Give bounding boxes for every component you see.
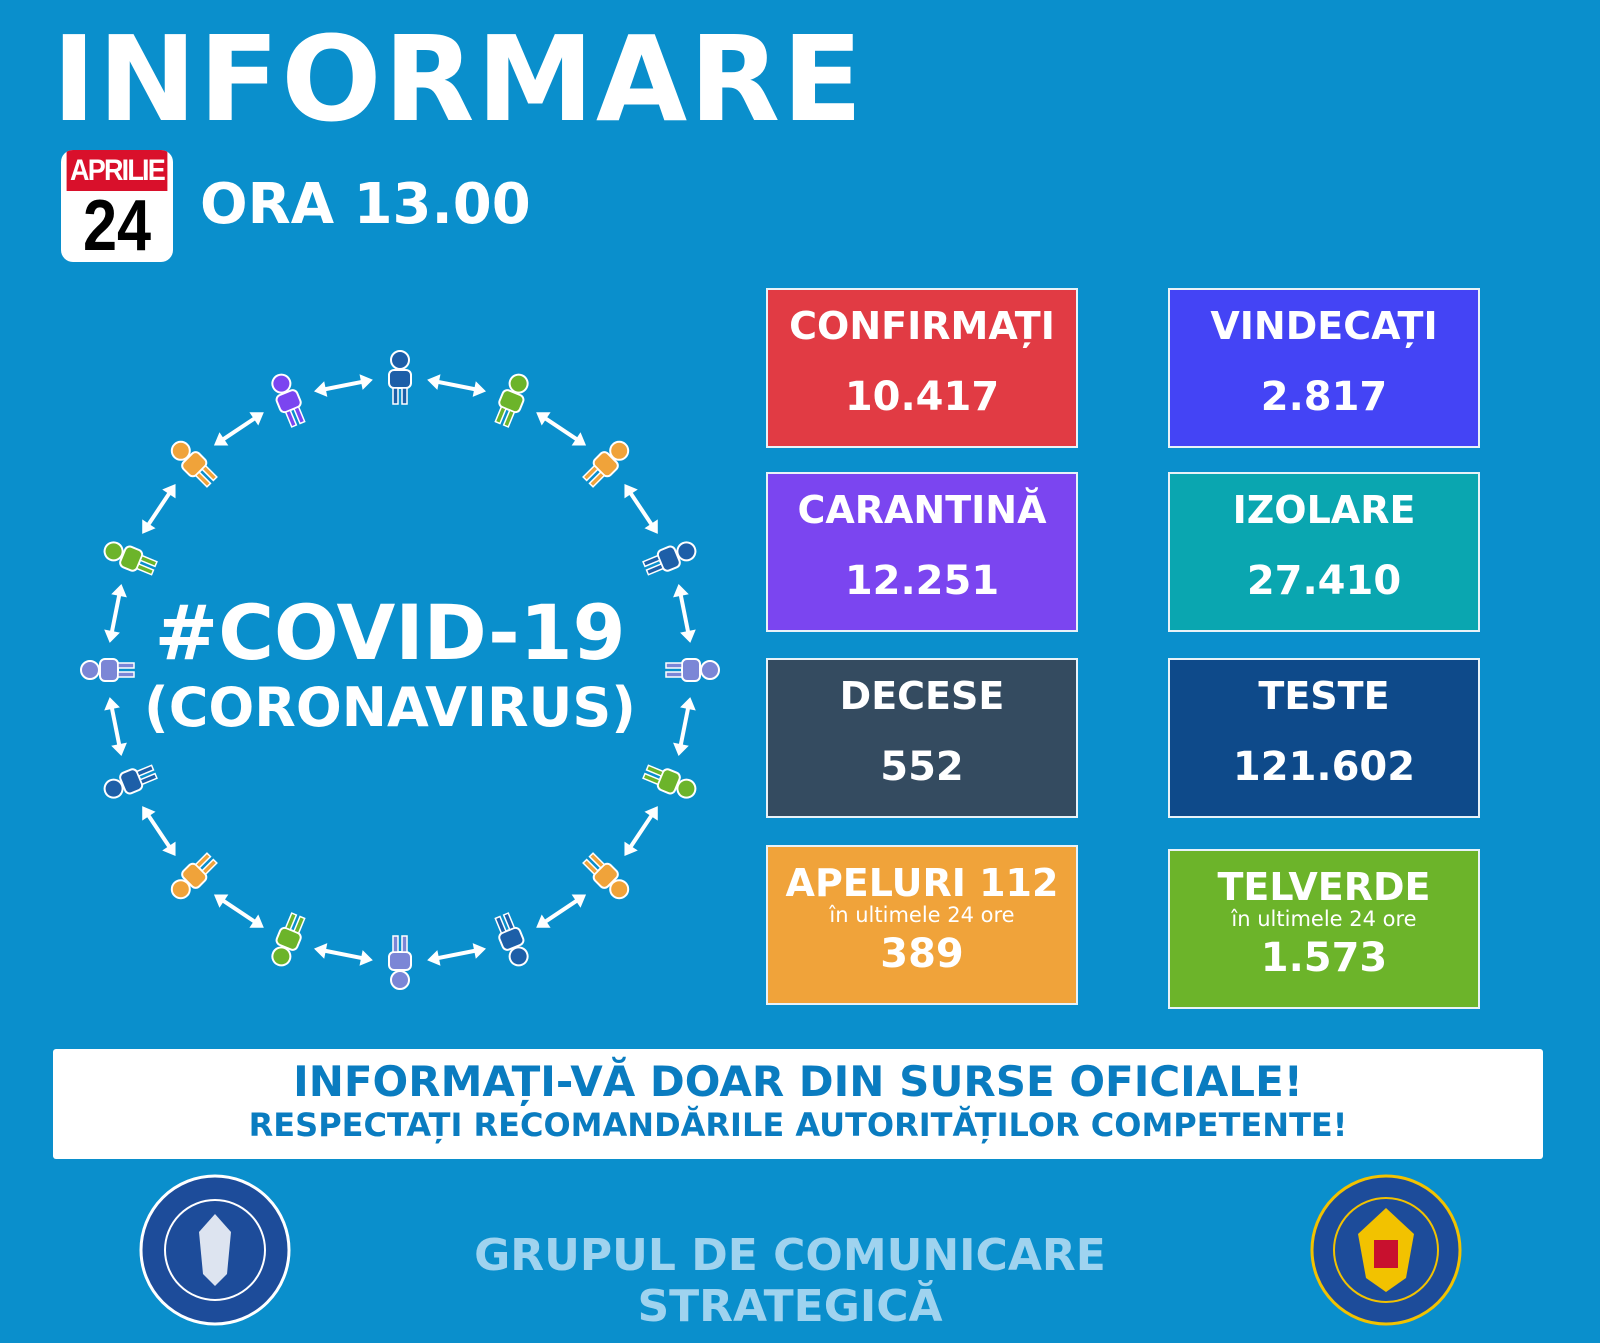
person-icon: [170, 852, 218, 900]
time-label: ORA 13.00: [200, 172, 531, 237]
person-icon: [271, 912, 306, 967]
double-arrow-icon: [314, 943, 373, 966]
person-icon: [80, 658, 135, 682]
card-label: TESTE: [1258, 674, 1390, 718]
government-logo: [139, 1174, 291, 1326]
card-label: APELURI 112: [785, 861, 1059, 905]
person-icon: [103, 764, 158, 799]
double-arrow-icon: [104, 697, 127, 756]
double-arrow-icon: [427, 943, 486, 966]
card-label: CONFIRMAȚI: [789, 304, 1055, 348]
subtitle: (CORONAVIRUS): [144, 676, 636, 739]
person-icon: [494, 373, 529, 428]
double-arrow-icon: [673, 697, 696, 756]
dsu-logo: [1310, 1174, 1462, 1326]
page-title: INFORMARE: [52, 10, 865, 148]
footer-text: GRUPUL DE COMUNICARE STRATEGICĂ: [474, 1230, 1106, 1332]
card-value: 10.417: [844, 374, 1000, 420]
card-label: VINDECAȚI: [1210, 304, 1438, 348]
person-icon: [642, 541, 697, 576]
card-telverde: TELVERDE în ultimele 24 ore 1.573: [1168, 849, 1480, 1009]
info-banner: INFORMAȚI-VĂ DOAR DIN SURSE OFICIALE! RE…: [53, 1049, 1543, 1159]
card-decese: DECESE 552: [766, 658, 1078, 818]
card-label: DECESE: [839, 674, 1005, 718]
card-value: 12.251: [844, 558, 1000, 604]
card-teste: TESTE 121.602: [1168, 658, 1480, 818]
calendar-icon: APRILIE 24: [61, 150, 173, 262]
person-icon: [103, 541, 158, 576]
card-value: 2.817: [1260, 374, 1388, 420]
person-icon: [271, 373, 306, 428]
card-vindecati: VINDECAȚI 2.817: [1168, 288, 1480, 448]
double-arrow-icon: [314, 374, 373, 397]
double-arrow-icon: [142, 806, 176, 857]
card-carantina: CARANTINĂ 12.251: [766, 472, 1078, 632]
double-arrow-icon: [213, 894, 264, 928]
double-arrow-icon: [536, 894, 587, 928]
double-arrow-icon: [213, 412, 264, 446]
card-apeluri: APELURI 112 în ultimele 24 ore 389: [766, 845, 1078, 1005]
double-arrow-icon: [536, 412, 587, 446]
card-izolare: IZOLARE 27.410: [1168, 472, 1480, 632]
people-circle-illustration: [80, 350, 720, 990]
person-icon: [388, 350, 412, 405]
person-icon: [642, 764, 697, 799]
card-value: 1.573: [1260, 935, 1388, 981]
person-icon: [582, 440, 630, 488]
banner-line-2: RESPECTAȚI RECOMANDĂRILE AUTORITĂȚILOR C…: [248, 1106, 1348, 1144]
card-confirmati: CONFIRMAȚI 10.417: [766, 288, 1078, 448]
card-label: TELVERDE: [1217, 865, 1431, 909]
card-value: 389: [880, 931, 964, 977]
double-arrow-icon: [673, 584, 696, 643]
card-label: CARANTINĂ: [797, 488, 1047, 532]
covid-heading: #COVID-19 (CORONAVIRUS): [140, 590, 640, 740]
calendar-month: APRILIE: [66, 150, 168, 191]
person-icon: [582, 852, 630, 900]
person-icon: [494, 912, 529, 967]
person-icon: [388, 935, 412, 990]
calendar-day: 24: [82, 186, 152, 262]
card-sublabel: în ultimele 24 ore: [1231, 907, 1417, 931]
card-value: 27.410: [1246, 558, 1402, 604]
double-arrow-icon: [142, 483, 176, 534]
banner-line-1: INFORMAȚI-VĂ DOAR DIN SURSE OFICIALE!: [293, 1057, 1303, 1106]
person-icon: [170, 440, 218, 488]
card-value: 121.602: [1232, 744, 1416, 790]
hashtag: #COVID-19: [154, 588, 626, 677]
double-arrow-icon: [624, 483, 658, 534]
double-arrow-icon: [624, 806, 658, 857]
card-label: IZOLARE: [1232, 488, 1416, 532]
person-icon: [665, 658, 720, 682]
card-sublabel: în ultimele 24 ore: [829, 903, 1015, 927]
double-arrow-icon: [104, 584, 127, 643]
double-arrow-icon: [427, 374, 486, 397]
card-value: 552: [880, 744, 964, 790]
